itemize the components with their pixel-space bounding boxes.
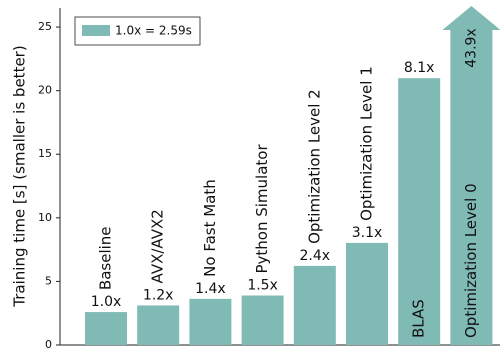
bar-annotation: 1.5x xyxy=(247,278,278,294)
bar-annotation: 1.4x xyxy=(195,281,226,297)
y-tick-label: 0 xyxy=(45,338,52,351)
y-tick-label: 15 xyxy=(38,147,52,160)
bar xyxy=(293,265,336,345)
bar-annotation: 43.9x xyxy=(463,28,479,67)
bar xyxy=(137,305,180,345)
y-tick-label: 25 xyxy=(38,20,52,33)
category-label: BLAS xyxy=(410,299,428,338)
bar-annotation: 3.1x xyxy=(352,225,383,241)
bar-annotation: 8.1x xyxy=(404,60,435,76)
category-label: Optimization Level 2 xyxy=(305,89,323,244)
bar xyxy=(450,30,493,345)
category-label: Baseline xyxy=(97,226,115,290)
category-label: Optimization Level 0 xyxy=(462,183,480,338)
overflow-arrow xyxy=(442,6,501,30)
y-axis-label: Training time [s] (smaller is better) xyxy=(11,45,29,307)
bar-annotation: 2.4x xyxy=(300,248,331,264)
category-label: Optimization Level 1 xyxy=(358,66,376,221)
bar xyxy=(85,312,127,345)
bar-annotation: 1.2x xyxy=(143,287,174,303)
y-tick-label: 20 xyxy=(38,84,52,97)
category-label: AVX/AVX2 xyxy=(149,209,167,283)
category-label: No Fast Math xyxy=(201,179,219,277)
bar xyxy=(398,78,441,345)
bar xyxy=(189,298,232,345)
bar xyxy=(346,242,388,345)
bar xyxy=(241,295,284,345)
y-tick-label: 10 xyxy=(38,211,52,224)
legend: 1.0x = 2.59s xyxy=(74,16,201,46)
legend-swatch xyxy=(82,25,110,36)
bar-annotation: 1.0x xyxy=(91,294,122,310)
bars xyxy=(85,30,493,345)
category-label: Python Simulator xyxy=(253,144,271,274)
y-tick-label: 5 xyxy=(45,274,52,287)
legend-label: 1.0x = 2.59s xyxy=(115,24,192,38)
